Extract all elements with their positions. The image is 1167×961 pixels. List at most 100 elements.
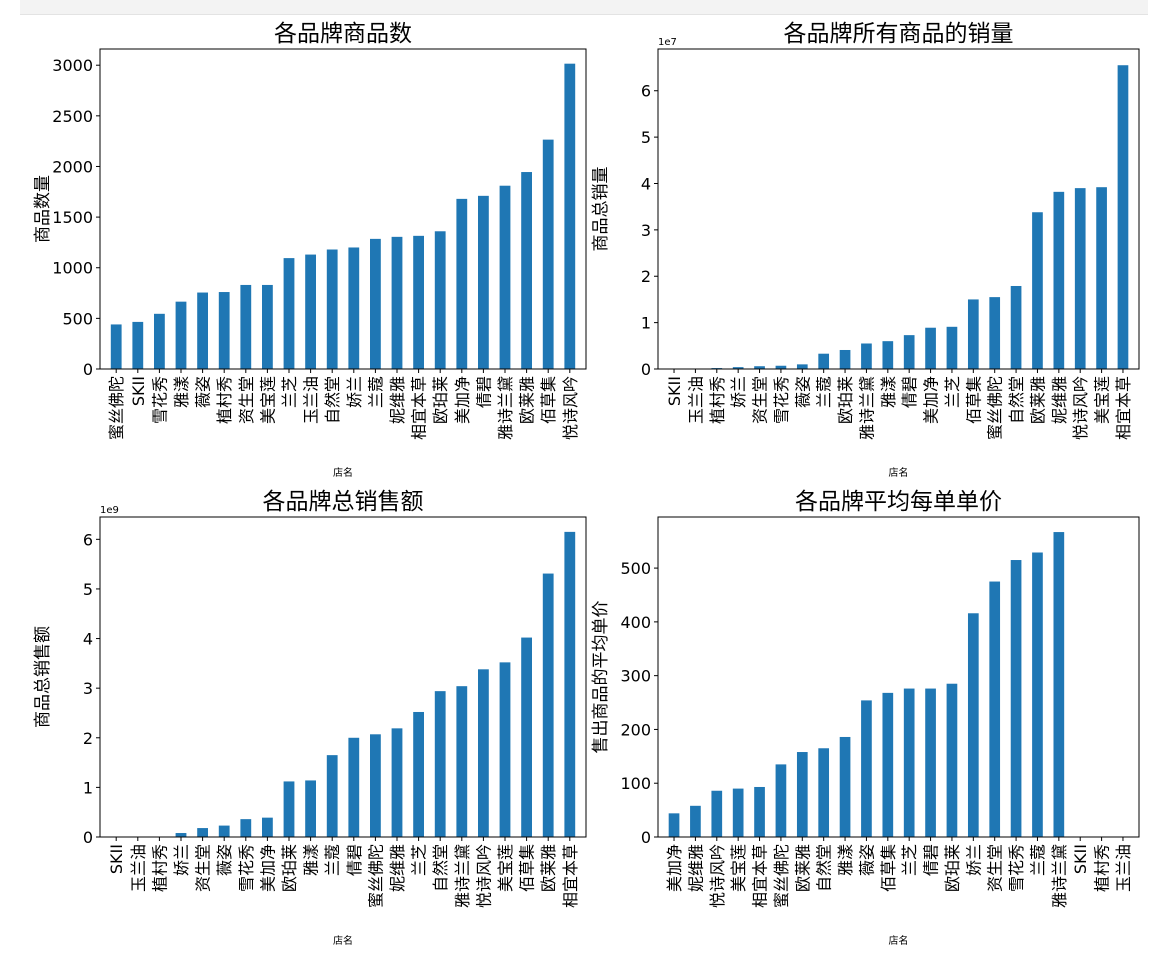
x-tick-label: 相宜本草 (410, 376, 429, 440)
y-tick-label: 500 (62, 309, 93, 328)
x-tick-label: 蜜丝佛陀 (986, 376, 1005, 440)
x-tick-label: 兰蔻 (815, 376, 834, 408)
y-tick-label: 1500 (52, 208, 93, 227)
x-tick-label: 娇兰 (345, 376, 364, 408)
bar (348, 247, 360, 369)
bar (882, 341, 894, 369)
bar (305, 254, 316, 369)
y-tick-label: 1 (641, 314, 651, 333)
x-tick-label: 悦诗风吟 (474, 844, 493, 908)
bar (434, 231, 446, 369)
x-tick-label: 自然堂 (1007, 376, 1026, 424)
x-tick-label: 欧珀莱 (836, 376, 855, 424)
x-tick-label: SKII (129, 376, 148, 406)
y-tick-label: 0 (83, 828, 93, 847)
bar (478, 669, 489, 837)
bar (1053, 191, 1065, 369)
x-tick-label: 兰蔻 (366, 376, 385, 408)
bar (521, 172, 532, 369)
bar (796, 752, 808, 837)
bar (925, 327, 936, 369)
x-tick-label: 佰草集 (539, 376, 558, 424)
x-axis-label: 店名 (889, 934, 909, 947)
bar (925, 688, 936, 837)
x-tick-label: 美加净 (453, 376, 472, 424)
x-tick-label: 玉兰油 (129, 844, 148, 892)
bar (967, 299, 979, 369)
bar (564, 63, 576, 370)
x-axis-label: 店名 (333, 934, 353, 947)
x-tick-label: 欧莱雅 (518, 376, 537, 424)
x-tick-label: 雪花秀 (772, 376, 791, 424)
y-tick-label: 400 (620, 613, 651, 632)
chart-title: 各品牌所有商品的销量 (784, 21, 1014, 47)
x-tick-label: 植村秀 (150, 844, 169, 892)
bar (348, 737, 360, 837)
y-tick-label: 200 (620, 720, 651, 739)
x-tick-label: 欧莱雅 (1028, 376, 1047, 424)
y-tick-label: 4 (641, 174, 651, 193)
chart-panel-4: 0 100 200 300 400 500 美加净 妮维雅 悦诗风吟 美宝莲 相宜本草 蜜丝佛陀 欧莱雅… (591, 489, 1140, 947)
bar (240, 819, 252, 837)
x-tick-label: 妮维雅 (388, 376, 407, 424)
x-tick-label: 妮维雅 (388, 844, 407, 892)
x-tick-label: 兰蔻 (1028, 844, 1047, 876)
y-tick-label: 6 (641, 82, 651, 101)
chart-title: 各品牌商品数 (274, 21, 412, 47)
y-tick-label: 300 (620, 667, 651, 686)
x-tick-label: 雅漾 (879, 376, 898, 408)
bar (861, 700, 872, 837)
x-tick-label: 薇姿 (194, 376, 213, 408)
bar (456, 686, 468, 837)
bar (240, 284, 252, 369)
bar (1074, 188, 1086, 369)
x-tick-label: 蜜丝佛陀 (366, 844, 385, 908)
x-tick-label: 倩碧 (922, 844, 941, 876)
bar (175, 301, 187, 369)
x-tick-label: 薇姿 (857, 844, 876, 876)
x-tick-label: 雅漾 (836, 844, 855, 876)
x-tick-label: 美加净 (258, 844, 277, 892)
x-tick-label: 美加净 (665, 844, 684, 892)
bar (882, 692, 894, 837)
x-tick-label: 雪花秀 (1007, 844, 1026, 892)
bar (326, 755, 338, 837)
bar (1010, 285, 1022, 369)
x-tick-label: 兰芝 (280, 376, 299, 408)
chart-title: 各品牌平均每单单价 (795, 489, 1002, 515)
y-tick-label: 1000 (52, 259, 93, 278)
y-tick-label: 2 (83, 729, 93, 748)
x-tick-label: 相宜本草 (1114, 376, 1133, 440)
x-tick-label: 雅诗兰黛 (857, 376, 876, 440)
bar (903, 688, 915, 837)
y-tick-label: 0 (83, 360, 93, 379)
x-tick-label: 雪花秀 (150, 376, 169, 424)
plot-frame (99, 516, 587, 838)
x-tick-label: 美宝莲 (1093, 376, 1112, 424)
x-tick-label: 植村秀 (1093, 844, 1112, 892)
bar (391, 728, 403, 837)
bar (796, 364, 808, 369)
y-tick-label: 0 (641, 828, 651, 847)
x-tick-label: 欧莱雅 (793, 844, 812, 892)
bar (154, 313, 165, 369)
bar (283, 258, 295, 369)
bar (218, 292, 230, 369)
bar (690, 805, 701, 837)
y-tick-label: 4 (83, 630, 93, 649)
y-tick-label: 2500 (52, 107, 93, 126)
bar (132, 321, 144, 369)
y-tick-label: 2000 (52, 157, 93, 176)
y-axis-label: 售出商品的平均单价 (591, 601, 611, 754)
y-tick-label: 5 (83, 580, 93, 599)
x-tick-label: 资生堂 (237, 376, 256, 424)
bar (456, 198, 468, 369)
bar (564, 531, 576, 837)
bar (861, 343, 872, 369)
x-tick-label: 美宝莲 (258, 376, 277, 424)
x-tick-label: 悦诗风吟 (708, 844, 727, 908)
bar (262, 284, 273, 369)
chart-panel-1: 0 500 1000 1500 2000 2500 3000 蜜丝佛陀 SKII 雪花秀 雅漾 薇姿植… (33, 21, 587, 479)
bar (110, 324, 122, 369)
